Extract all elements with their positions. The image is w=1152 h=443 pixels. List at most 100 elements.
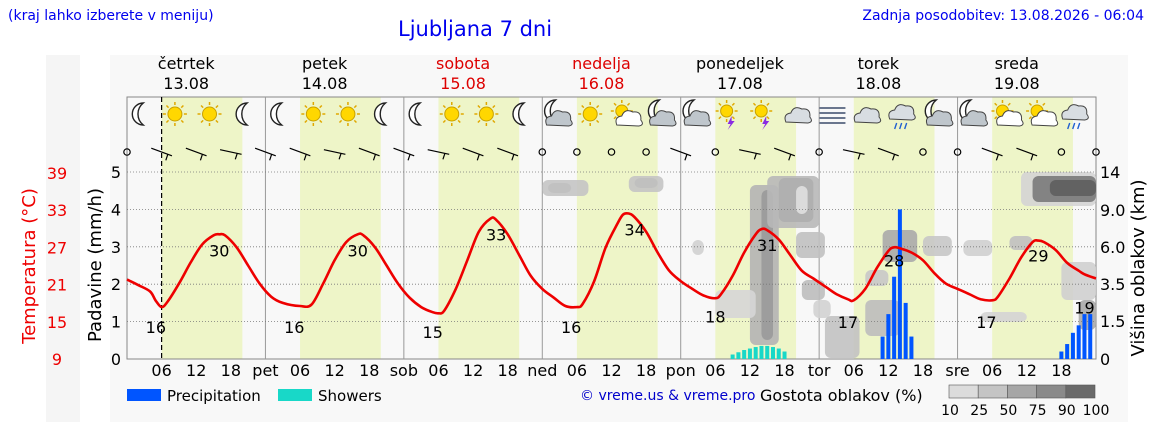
cloud-density-patch [1049,180,1096,196]
x-tick-label: 18 [359,361,379,380]
wind-calm-icon [123,148,131,156]
x-tick-label: tor [808,361,831,380]
temperature-label: 16 [284,318,304,337]
x-tick-label: 18 [221,361,241,380]
wind-barb-icon [497,147,519,161]
shower-bar [753,347,758,359]
precipitation-bar [1076,325,1081,359]
precipitation-bar [886,314,891,359]
temperature-label: 19 [1074,298,1094,317]
shower-bar [747,348,752,359]
moon-icon [408,102,423,126]
precipitation-tick: 0 [111,350,121,369]
cloud-height-tick: 6.0 [1100,238,1125,257]
precipitation-bar [909,336,914,359]
cloud-density-patch [801,280,825,300]
location-hint[interactable]: (kraj lahko izberete v meniju) [8,8,214,24]
cloud-density-level: 100 [1083,403,1110,419]
shower-bar [782,351,787,359]
day-date: 19.08 [994,74,1040,93]
x-tick-label: ned [527,361,557,380]
x-tick-label: 06 [844,361,864,380]
precipitation-bar [880,336,885,359]
temperature-tick: 39 [47,164,67,183]
cloud-density-patch [865,300,900,336]
cloud-density-patch [1061,262,1096,300]
temperature-label: 16 [146,318,166,337]
page-title: Ljubljana 7 dni [398,17,553,41]
x-tick-label: 18 [636,361,656,380]
x-tick-label: 12 [601,361,621,380]
wind-calm-icon [642,148,650,156]
daylight-band [300,97,381,359]
day-name: petek [302,54,348,73]
cloud-density-patch [796,232,825,258]
daylight-band [576,97,658,359]
precipitation-bar [1082,314,1087,359]
precipitation-legend-label: Precipitation [167,387,261,405]
temperature-label: 28 [884,252,904,271]
x-tick-label: 12 [1017,361,1037,380]
x-tick-label: 06 [982,361,1002,380]
x-tick-label: pon [666,361,696,380]
shower-bar [736,352,741,359]
temperature-axis-panel [46,55,80,422]
day-name: sobota [436,54,490,73]
cloud-density-patch [692,240,704,255]
sun-icon [197,102,222,126]
wind-barb-icon [981,147,1003,161]
x-tick-label: 12 [740,361,760,380]
day-date: 18.08 [855,74,901,93]
day-date: 17.08 [717,74,763,93]
sun-icon [474,102,499,126]
wind-calm-icon [1057,148,1066,156]
x-tick-label: 12 [324,361,344,380]
cloud-density-level: 75 [1029,403,1047,419]
x-tick-label: 06 [567,361,587,380]
precipitation-bar [1065,344,1070,359]
cloud-density-patch [796,186,808,214]
credit-link[interactable]: © vreme.us & vreme.pro [580,388,756,404]
x-tick-label: sob [390,361,418,380]
x-tick-label: sre [945,361,969,380]
wind-barb-icon [393,147,415,161]
wind-calm-icon [711,148,720,156]
wind-barb-icon [1016,147,1038,161]
temperature-label: 17 [838,313,858,332]
x-tick-label: 18 [1051,361,1071,380]
precipitation-tick: 1 [111,313,121,332]
cloud-rain-icon [888,104,916,130]
wind-calm-icon [573,148,581,156]
cloud-density-patch [628,176,664,192]
moon-icon [373,102,388,126]
temperature-label: 33 [486,226,506,245]
temperature-axis-label: Temperatura (°C) [19,188,40,345]
day-date: 13.08 [163,74,209,93]
temperature-line [126,211,1097,315]
cloud-density-level: 10 [941,403,959,419]
x-tick-label: 12 [878,361,898,380]
temperature-tick: 9 [52,350,62,369]
wind-barb-icon [323,149,346,160]
cloud-density-patch [963,240,993,256]
wind-barb-icon [151,147,173,161]
sun-cloud-icon [610,100,643,127]
moon-cloud-icon [959,99,988,127]
wind-barb-icon [289,147,311,161]
cloud-density-patch [813,300,831,318]
precipitation-bar [897,209,902,359]
precipitation-bar [892,276,897,359]
cloud-height-tick: 1.5 [1100,312,1125,331]
wind-barb-icon [670,147,692,161]
sun-cloud-icon [991,100,1024,127]
temperature-label: 31 [757,236,777,255]
day-name: sreda [995,54,1039,73]
day-name: nedelja [572,54,631,73]
sun-icon [335,102,360,126]
wind-calm-icon [953,148,962,156]
cloud-density-swatch [977,384,1008,399]
shower-bar [776,348,781,359]
cloud-density-level: 50 [999,403,1017,419]
wind-barb-icon [254,147,276,161]
sun-storm-icon [715,100,738,130]
